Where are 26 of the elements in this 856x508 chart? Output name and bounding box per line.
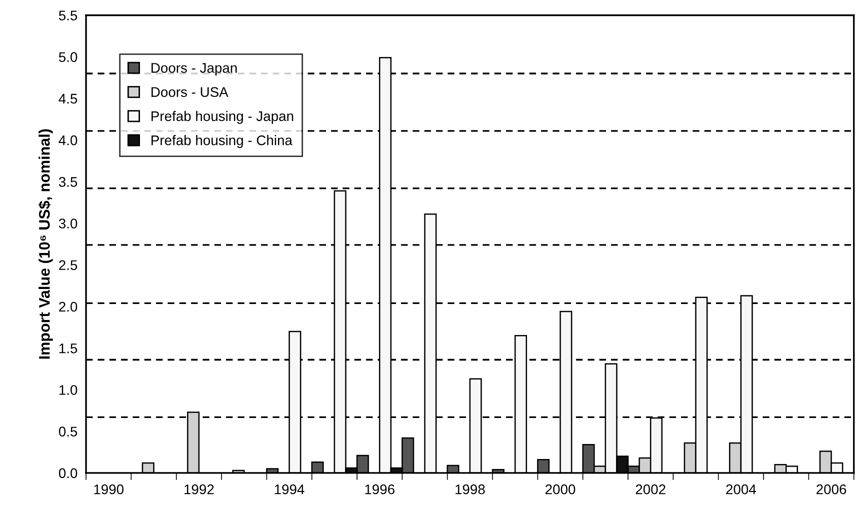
legend-label: Prefab housing - Japan bbox=[152, 110, 294, 124]
x-tick-label: 1998 bbox=[456, 484, 485, 494]
y-tick-label: 3.5 bbox=[58, 177, 78, 187]
legend-label: Doors - USA bbox=[152, 87, 228, 97]
x-tick-label: 2006 bbox=[816, 484, 846, 494]
x-tick-label: 1992 bbox=[184, 484, 214, 494]
x-tick-label: 2002 bbox=[636, 484, 666, 494]
x-tick-label: 2000 bbox=[546, 484, 576, 494]
y-tick-label: 2.0 bbox=[59, 302, 78, 312]
legend-label: Doors - Japan bbox=[152, 63, 237, 76]
y-tick-label: 3.0 bbox=[58, 218, 78, 228]
y-tick-label: 4.5 bbox=[58, 94, 78, 104]
x-tick-label: 1990 bbox=[94, 484, 124, 494]
x-tick-label: 1996 bbox=[365, 484, 394, 494]
legend-label: Prefab housing - China bbox=[152, 135, 292, 148]
y-tick-label: 0.0 bbox=[58, 468, 78, 478]
y-tick-label: 5.5 bbox=[58, 10, 78, 20]
y-tick-label: 4.0 bbox=[58, 135, 78, 146]
y-tick-label: 5.0 bbox=[58, 52, 78, 62]
y-tick-label: 0.5 bbox=[58, 426, 78, 437]
y-tick-label: 2.5 bbox=[59, 260, 78, 270]
x-tick-label: 2004 bbox=[726, 484, 756, 494]
x-tick-label: 1994 bbox=[274, 484, 304, 494]
y-tick-label: 1.0 bbox=[59, 385, 78, 395]
y-axis-title: Import Value (10⁶ US$, nominal) bbox=[38, 129, 53, 359]
y-tick-label: 1.5 bbox=[59, 344, 78, 354]
